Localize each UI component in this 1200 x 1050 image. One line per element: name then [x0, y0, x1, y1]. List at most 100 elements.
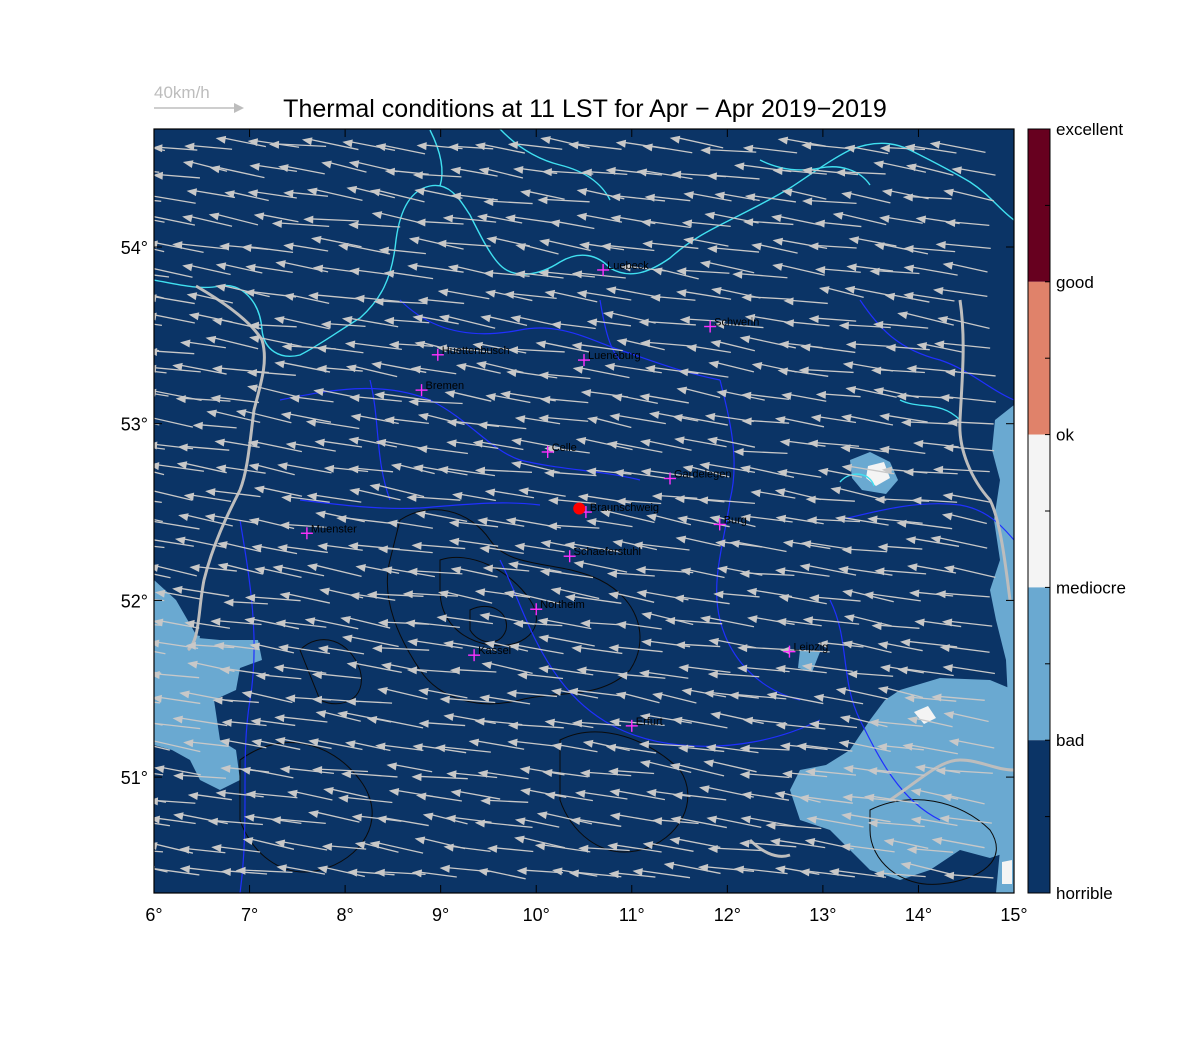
wind-arrow [468, 738, 525, 750]
wind-arrow [242, 837, 295, 850]
wind-arrow [877, 543, 923, 552]
wind-arrow [210, 394, 260, 404]
wind-arrow [303, 215, 360, 224]
colorbar-label-ok: ok [1056, 426, 1074, 445]
colorbar-label-mediocre: mediocre [1056, 578, 1126, 597]
wind-arrow [639, 713, 692, 724]
wind-arrow [179, 845, 226, 854]
contour-solling [469, 605, 507, 643]
wind-arrow [345, 697, 393, 706]
wind-arrow [877, 686, 924, 699]
wind-arrow [903, 468, 958, 477]
map-area: Luebeck Schwerin Huettenbusch Lueneburg Brem… [154, 129, 1014, 893]
wind-arrow [697, 863, 755, 872]
wind-arrow [671, 716, 728, 729]
launch-site-marker [573, 502, 586, 515]
wind-arrow [639, 438, 692, 451]
wind-arrow [154, 248, 165, 253]
wind-arrow [935, 590, 990, 599]
wind-arrow [742, 144, 798, 154]
wind-arrow [586, 318, 632, 327]
wind-arrow [571, 342, 623, 352]
wind-arrow [800, 343, 856, 354]
wind-arrow [448, 519, 499, 528]
wind-arrow [607, 842, 662, 853]
wind-arrow [312, 765, 369, 774]
wind-arrow [941, 618, 993, 627]
city-northeim: Northeim [530, 599, 585, 616]
wind-arrow [183, 739, 229, 748]
wind-arrow [323, 787, 368, 798]
terrain-contours [239, 509, 997, 885]
wind-arrow [844, 144, 889, 155]
wind-arrow [783, 319, 830, 328]
wind-arrow [779, 742, 828, 751]
wind-arrow [209, 165, 265, 179]
wind-arrow [154, 462, 205, 472]
wind-arrow [573, 560, 628, 573]
wind-arrow [177, 443, 230, 452]
wind-arrow [551, 742, 598, 753]
wind-arrow [672, 791, 727, 801]
ok-spot-saxony [914, 706, 936, 724]
wind-arrow [515, 243, 559, 255]
wind-arrow [609, 812, 655, 822]
wind-arrow [575, 436, 633, 451]
wind-arrow [415, 218, 464, 227]
wind-arrow [535, 340, 590, 353]
wind-arrow [485, 393, 531, 404]
wind-arrow [443, 713, 496, 725]
wind-arrow [474, 819, 533, 829]
wind-arrow [411, 541, 466, 550]
wind-arrow [418, 687, 468, 699]
wind-arrow [902, 742, 958, 755]
wind-scale-arrow-head [234, 103, 244, 113]
wind-arrow [366, 715, 424, 729]
wind-arrow [703, 759, 757, 773]
wind-arrow [520, 787, 567, 798]
wind-arrow [775, 664, 827, 674]
wind-arrow [568, 869, 622, 878]
wind-arrow [766, 691, 824, 705]
wind-arrow [808, 315, 857, 324]
river-saale [748, 838, 791, 858]
wind-arrow [832, 211, 887, 226]
wind-arrow [700, 615, 755, 628]
wind-arrow [948, 738, 995, 749]
wind-arrow [843, 614, 892, 627]
wind-arrow [608, 870, 656, 879]
wind-arrow [223, 598, 268, 607]
wind-arrow [336, 515, 392, 525]
wind-arrow [642, 240, 699, 250]
wind-arrow [154, 701, 161, 704]
wind-arrow [818, 286, 864, 299]
wind-arrow [448, 537, 499, 547]
wind-arrow [452, 491, 496, 502]
wind-arrow [605, 166, 663, 176]
wind-arrow [941, 793, 985, 805]
wind-arrow [931, 837, 985, 849]
wind-arrow [506, 369, 558, 379]
wind-arrow [235, 866, 293, 875]
wind-arrow [642, 841, 694, 852]
wind-arrow [606, 440, 663, 453]
wind-arrow [270, 816, 326, 825]
city-lueneburg: Lueneburg [578, 350, 641, 367]
coastline-jutland [429, 129, 443, 187]
wind-arrow [615, 497, 662, 506]
wind-arrow [184, 142, 233, 151]
wind-arrow [508, 642, 564, 655]
wind-arrow [154, 545, 165, 549]
wind-arrow [551, 688, 599, 699]
wind-arrow [772, 167, 827, 176]
wind-arrow [390, 462, 435, 475]
wind-arrow [255, 672, 302, 681]
wind-arrow [615, 691, 660, 704]
wind-arrow [808, 594, 861, 603]
wind-arrow [911, 496, 958, 505]
wind-arrow [808, 720, 858, 729]
wind-arrow [728, 691, 787, 700]
wind-arrow [503, 590, 561, 605]
wind-arrow [250, 717, 296, 727]
